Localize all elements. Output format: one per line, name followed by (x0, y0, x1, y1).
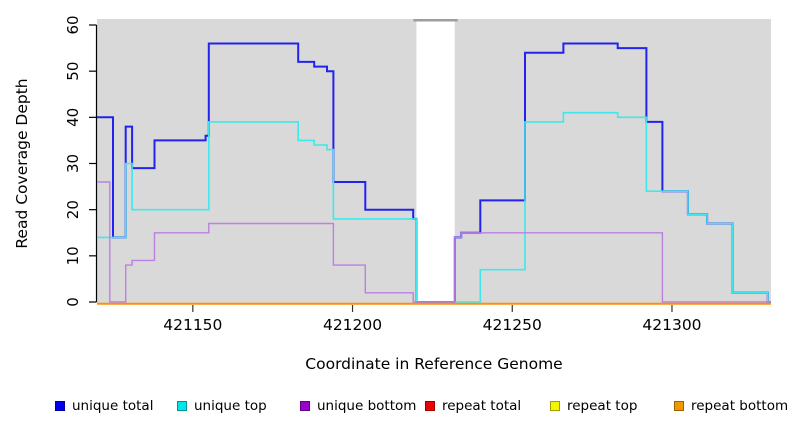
legend-label: repeat bottom (691, 398, 789, 414)
legend-swatch-unique-total (55, 401, 65, 411)
legend-item-repeat-bottom: repeat bottom (674, 398, 788, 414)
y-tick-label: 20 (64, 200, 82, 219)
y-tick-label: 40 (64, 108, 82, 127)
x-tick-label: 421150 (163, 316, 222, 334)
legend-label: unique top (194, 398, 267, 414)
legend-swatch-repeat-total (425, 401, 435, 411)
contig-gap-cap (413, 19, 458, 22)
series-line-unique-bottom (97, 181, 771, 303)
x-axis-title: Coordinate in Reference Genome (305, 355, 562, 373)
legend-item-repeat-top: repeat top (550, 398, 637, 414)
x-tick-label: 421200 (323, 316, 382, 334)
legend-swatch-unique-bottom (300, 401, 310, 411)
x-tick-label: 421250 (483, 316, 542, 334)
y-tick-label: 0 (64, 297, 82, 307)
legend-swatch-unique-top (177, 401, 187, 411)
series-line-unique-top (97, 111, 771, 303)
plot-legend: unique total unique top unique bottom re… (0, 398, 792, 420)
legend-item-repeat-total: repeat total (425, 398, 521, 414)
legend-item-unique-total: unique total (55, 398, 153, 414)
legend-swatch-repeat-top (550, 401, 560, 411)
legend-label: unique total (72, 398, 154, 414)
legend-label: unique bottom (317, 398, 417, 414)
y-tick-label: 10 (64, 246, 82, 265)
contig-panel-2 (454, 19, 771, 304)
legend-item-unique-bottom: unique bottom (300, 398, 416, 414)
legend-item-unique-top: unique top (177, 398, 267, 414)
y-axis-title: Read Coverage Depth (13, 78, 31, 248)
contig-panel-1 (97, 19, 417, 304)
y-tick-label: 60 (64, 15, 82, 34)
legend-label: repeat total (442, 398, 522, 414)
y-tick-label: 30 (64, 154, 82, 173)
y-tick-label: 50 (64, 62, 82, 81)
legend-label: repeat top (567, 398, 638, 414)
legend-swatch-repeat-bottom (674, 401, 684, 411)
x-tick-label: 421300 (642, 316, 701, 334)
